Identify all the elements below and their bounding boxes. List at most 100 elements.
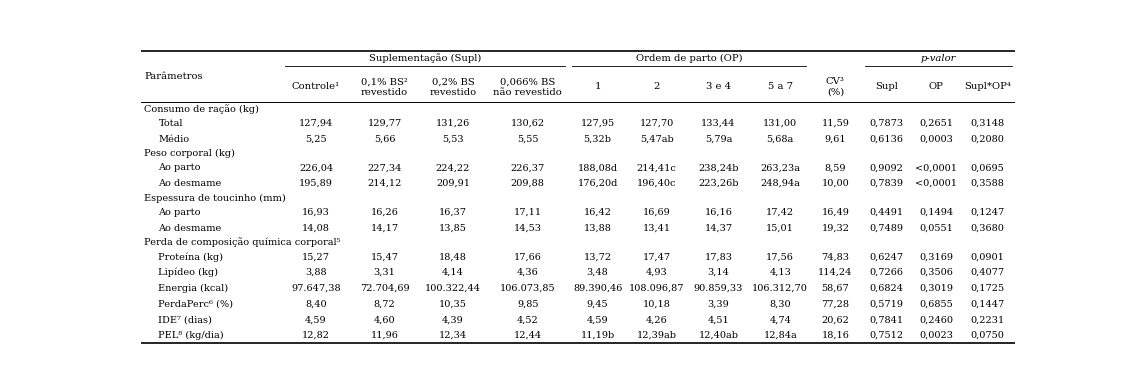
Text: 130,62: 130,62: [511, 119, 545, 128]
Text: 16,26: 16,26: [371, 208, 398, 217]
Text: Espessura de toucinho (mm): Espessura de toucinho (mm): [144, 194, 287, 203]
Text: Lipídeo (kg): Lipídeo (kg): [158, 268, 219, 277]
Text: 9,85: 9,85: [517, 300, 538, 308]
Text: 4,59: 4,59: [306, 316, 327, 325]
Text: Controle¹: Controle¹: [292, 83, 341, 91]
Text: 100.322,44: 100.322,44: [425, 284, 481, 293]
Text: 18,16: 18,16: [821, 331, 849, 340]
Text: 13,85: 13,85: [439, 224, 467, 233]
Text: 8,72: 8,72: [373, 300, 396, 308]
Text: 3,39: 3,39: [707, 300, 730, 308]
Text: 0,6824: 0,6824: [870, 284, 904, 293]
Text: 0,1447: 0,1447: [970, 300, 1005, 308]
Text: 209,88: 209,88: [511, 179, 545, 188]
Text: 5,79a: 5,79a: [705, 135, 732, 143]
Text: 0,7512: 0,7512: [870, 331, 904, 340]
Text: 0,1% BS²
revestido: 0,1% BS² revestido: [361, 77, 408, 97]
Text: 90.859,33: 90.859,33: [694, 284, 743, 293]
Text: 0,7873: 0,7873: [870, 119, 904, 128]
Text: 127,70: 127,70: [640, 119, 673, 128]
Text: 17,66: 17,66: [513, 253, 541, 262]
Text: 0,2460: 0,2460: [919, 316, 953, 325]
Text: 209,91: 209,91: [437, 179, 470, 188]
Text: 17,83: 17,83: [704, 253, 732, 262]
Text: 97.647,38: 97.647,38: [291, 284, 341, 293]
Text: 0,1247: 0,1247: [970, 208, 1005, 217]
Text: 11,59: 11,59: [821, 119, 849, 128]
Text: 0,7839: 0,7839: [870, 179, 904, 188]
Text: 0,3588: 0,3588: [971, 179, 1005, 188]
Text: 131,26: 131,26: [435, 119, 470, 128]
Text: 13,72: 13,72: [583, 253, 611, 262]
Text: PEL⁸ (kg/dia): PEL⁸ (kg/dia): [158, 331, 224, 340]
Text: 14,08: 14,08: [302, 224, 331, 233]
Text: Suplementação (Supl): Suplementação (Supl): [369, 54, 482, 63]
Text: 15,47: 15,47: [370, 253, 398, 262]
Text: 5,66: 5,66: [373, 135, 395, 143]
Text: Parâmetros: Parâmetros: [144, 72, 203, 81]
Text: 227,34: 227,34: [368, 163, 402, 172]
Text: 89.390,46: 89.390,46: [573, 284, 623, 293]
Text: 108.096,87: 108.096,87: [628, 284, 685, 293]
Text: 127,95: 127,95: [581, 119, 615, 128]
Text: 15,01: 15,01: [766, 224, 794, 233]
Text: 5,32b: 5,32b: [583, 135, 611, 143]
Text: PerdaPerc⁶ (%): PerdaPerc⁶ (%): [158, 300, 233, 308]
Text: 11,96: 11,96: [371, 331, 398, 340]
Text: OP: OP: [928, 83, 944, 91]
Text: 5,47ab: 5,47ab: [640, 135, 673, 143]
Text: 16,42: 16,42: [583, 208, 611, 217]
Text: 2: 2: [653, 83, 660, 91]
Text: 263,23a: 263,23a: [760, 163, 800, 172]
Text: 0,7841: 0,7841: [870, 316, 904, 325]
Text: 226,04: 226,04: [299, 163, 333, 172]
Text: 0,0695: 0,0695: [971, 163, 1005, 172]
Text: 0,3148: 0,3148: [970, 119, 1005, 128]
Text: 4,60: 4,60: [373, 316, 395, 325]
Text: 1: 1: [594, 83, 601, 91]
Text: 248,94a: 248,94a: [760, 179, 800, 188]
Text: 4,14: 4,14: [442, 268, 464, 277]
Text: 238,24b: 238,24b: [698, 163, 739, 172]
Text: 20,62: 20,62: [821, 316, 849, 325]
Text: 0,4491: 0,4491: [870, 208, 904, 217]
Text: 0,6855: 0,6855: [919, 300, 953, 308]
Text: 114,24: 114,24: [818, 268, 853, 277]
Text: 12,34: 12,34: [439, 331, 467, 340]
Text: 5,68a: 5,68a: [767, 135, 794, 143]
Text: 0,1494: 0,1494: [919, 208, 953, 217]
Text: 14,37: 14,37: [704, 224, 732, 233]
Text: 3,14: 3,14: [707, 268, 730, 277]
Text: 11,19b: 11,19b: [581, 331, 615, 340]
Text: 4,52: 4,52: [517, 316, 538, 325]
Text: CV³
(%): CV³ (%): [826, 77, 845, 97]
Text: Supl: Supl: [875, 83, 898, 91]
Text: 4,26: 4,26: [645, 316, 668, 325]
Text: 3,48: 3,48: [587, 268, 608, 277]
Text: 13,88: 13,88: [583, 224, 611, 233]
Text: 16,49: 16,49: [821, 208, 849, 217]
Text: 131,00: 131,00: [764, 119, 797, 128]
Text: 0,3019: 0,3019: [919, 284, 953, 293]
Text: 17,11: 17,11: [513, 208, 541, 217]
Text: 223,26b: 223,26b: [698, 179, 739, 188]
Text: 16,69: 16,69: [643, 208, 670, 217]
Text: IDE⁷ (dias): IDE⁷ (dias): [158, 316, 212, 325]
Text: 14,17: 14,17: [370, 224, 398, 233]
Text: 0,3680: 0,3680: [971, 224, 1005, 233]
Text: Proteína (kg): Proteína (kg): [158, 252, 223, 262]
Text: Consumo de ração (kg): Consumo de ração (kg): [144, 104, 259, 114]
Text: 17,47: 17,47: [643, 253, 671, 262]
Text: 9,61: 9,61: [825, 135, 846, 143]
Text: 4,74: 4,74: [769, 316, 791, 325]
Text: p-valor: p-valor: [920, 54, 955, 63]
Text: Ao parto: Ao parto: [158, 163, 201, 172]
Text: 12,44: 12,44: [513, 331, 541, 340]
Text: 72.704,69: 72.704,69: [360, 284, 409, 293]
Text: 4,93: 4,93: [645, 268, 668, 277]
Text: 17,56: 17,56: [766, 253, 794, 262]
Text: 0,6247: 0,6247: [870, 253, 904, 262]
Text: 74,83: 74,83: [821, 253, 849, 262]
Text: 13,41: 13,41: [643, 224, 671, 233]
Text: 16,16: 16,16: [705, 208, 732, 217]
